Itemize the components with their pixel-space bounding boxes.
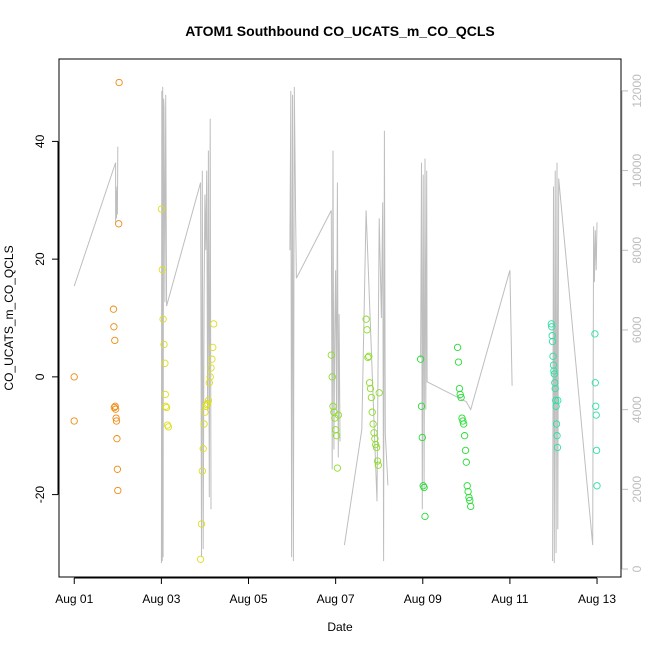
y-tick-label: -20 [33,486,47,504]
chart-svg: ATOM1 Southbound CO_UCATS_m_CO_QCLS Date… [0,0,650,650]
y-axis-label: CO_UCATS_m_CO_QCLS [2,245,16,390]
y2-tick-label: 10000 [630,154,644,188]
x-tick-label: Aug 07 [317,592,355,606]
chart-container: ATOM1 Southbound CO_UCATS_m_CO_QCLS Date… [0,0,650,650]
y-tick-label: 0 [33,373,47,380]
x-axis-label: Date [327,620,353,634]
y2-tick-label: 12000 [630,74,644,108]
y-tick-label: 20 [33,252,47,266]
x-tick-label: Aug 01 [55,592,93,606]
x-tick-label: Aug 09 [404,592,442,606]
y-tick-label: 40 [33,134,47,148]
x-tick-label: Aug 11 [491,592,528,606]
y2-tick-label: 2000 [630,476,644,503]
y2-tick-label: 6000 [630,316,644,343]
y2-tick-label: 0 [630,565,644,572]
chart-title: ATOM1 Southbound CO_UCATS_m_CO_QCLS [185,23,495,39]
y2-tick-label: 4000 [630,396,644,423]
x-tick-label: Aug 13 [578,592,616,606]
y2-tick-label: 8000 [630,237,644,264]
x-tick-label: Aug 03 [142,592,180,606]
x-tick-label: Aug 05 [229,592,267,606]
